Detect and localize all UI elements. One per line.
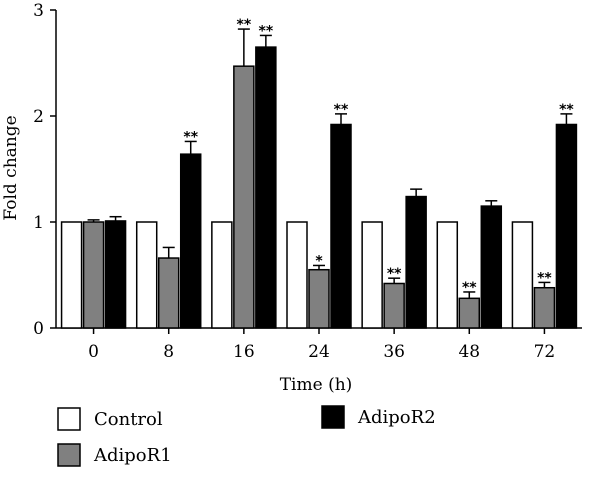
bar-adipor1 (82, 221, 105, 329)
bar-control (436, 221, 459, 329)
bar-adipor1 (533, 286, 556, 329)
significance-marker: ** (334, 102, 349, 118)
legend-swatch-control (57, 407, 81, 431)
significance-marker: ** (462, 280, 477, 296)
legend-label-adipor1: AdipoR1 (93, 445, 172, 466)
significance-marker: ** (183, 129, 198, 145)
bar-adipor1 (308, 268, 330, 329)
bar-control (211, 221, 233, 329)
significance-marker: ** (537, 270, 552, 286)
y-axis-title: Fold change (1, 115, 21, 220)
bar-control (286, 221, 308, 329)
significance-marker: * (315, 253, 323, 269)
bar-adipor1 (157, 257, 180, 329)
significance-marker: ** (387, 266, 402, 282)
bar-control (361, 221, 383, 329)
y-tick-label: 3 (33, 1, 44, 21)
y-tick-label: 1 (33, 213, 44, 233)
bar-adipor2 (255, 46, 277, 329)
x-tick-label: 24 (308, 342, 330, 362)
bar-adipor2 (330, 123, 352, 329)
bar-adipor2 (104, 220, 127, 329)
bar-adipor2 (480, 205, 503, 329)
x-tick-label: 36 (383, 342, 405, 362)
y-tick-label: 2 (33, 107, 44, 127)
bar-control (511, 221, 534, 329)
legend: Control AdipoR1 AdipoR2 (57, 405, 436, 467)
significance-marker: ** (259, 23, 274, 39)
legend-label-adipor2: AdipoR2 (357, 407, 436, 428)
x-tick-label: 0 (88, 342, 99, 362)
x-axis-title: Time (h) (280, 375, 353, 395)
bar-adipor2 (179, 153, 202, 329)
bar-adipor1 (458, 297, 481, 329)
bar-control (60, 221, 83, 329)
x-tick-label: 16 (233, 342, 255, 362)
bar-adipor1 (233, 65, 255, 329)
legend-label-control: Control (94, 409, 163, 430)
x-tick-label: 72 (534, 342, 556, 362)
significance-marker: ** (237, 17, 252, 33)
y-tick-label: 0 (33, 319, 44, 339)
x-tick-label: 48 (458, 342, 480, 362)
legend-swatch-adipor1 (57, 443, 81, 467)
bar-adipor2 (555, 123, 578, 329)
bar-adipor2 (405, 195, 427, 329)
bar-control (135, 221, 158, 329)
x-tick-label: 8 (163, 342, 174, 362)
legend-swatch-adipor2 (321, 405, 345, 429)
bar-adipor1 (383, 282, 405, 329)
significance-marker: ** (559, 102, 574, 118)
